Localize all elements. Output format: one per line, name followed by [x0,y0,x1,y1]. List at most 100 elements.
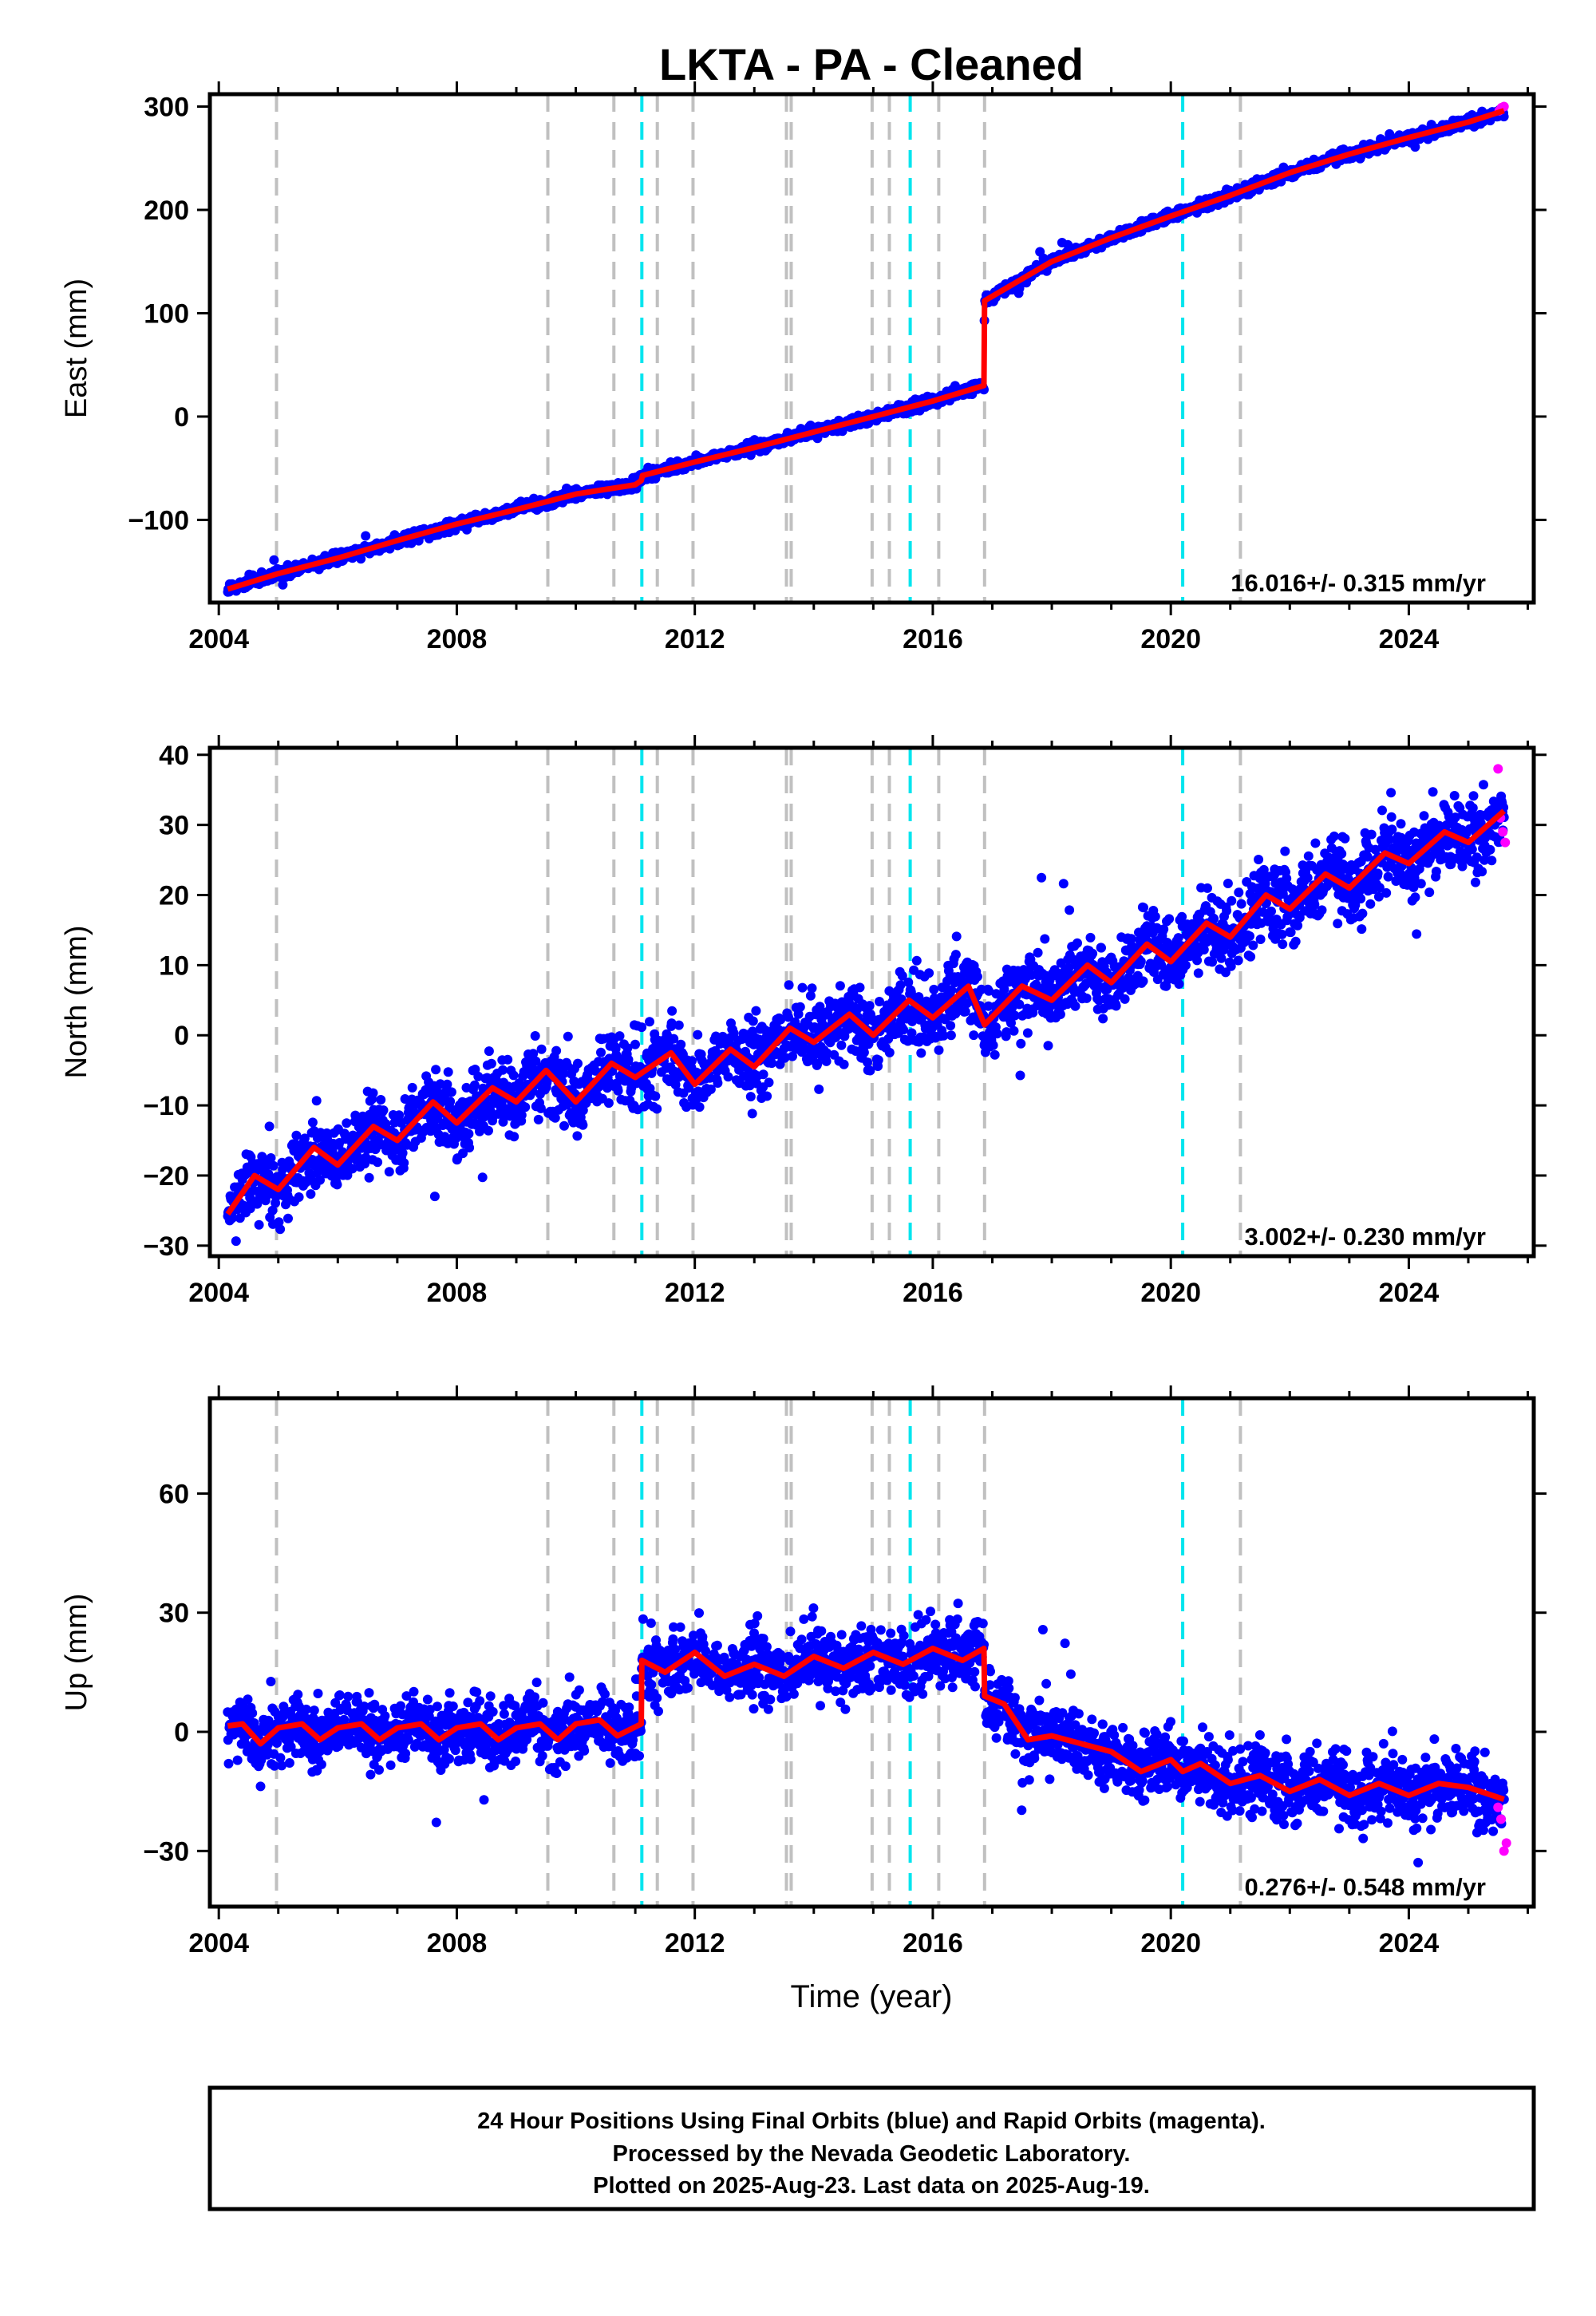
north-data-point [767,1058,777,1069]
north-data-point [1009,1026,1019,1036]
north-data-point [822,1048,832,1058]
north-data-point [275,1224,286,1235]
north-data-point [342,1118,352,1128]
north-data-point [435,1079,445,1089]
east-data-point [361,531,371,541]
north-data-point [1248,940,1258,951]
north-data-point [1098,1014,1108,1024]
north-data-point [528,1049,539,1059]
north-data-point [1180,960,1191,970]
north-data-point [1058,879,1069,889]
north-data-point [283,1213,293,1223]
north-data-point [1015,1070,1025,1081]
north-data-point [836,1040,847,1050]
north-data-point [637,1022,647,1033]
north-data-point [745,1092,756,1102]
north-data-point [960,1006,970,1017]
north-data-point [559,1069,569,1079]
north-data-point [1065,905,1075,915]
north-data-point [1096,943,1106,953]
north-data-point [946,985,957,995]
north-data-point [509,1132,519,1142]
north-data-point [591,1065,601,1076]
north-data-point [705,1084,716,1094]
north-data-point [839,1059,849,1069]
north-data-point [1266,906,1276,916]
north-data-point [400,1094,410,1104]
north-data-point [895,980,906,990]
north-data-point [381,1119,391,1129]
north-data-point [486,1058,496,1069]
north-data-point [1234,887,1244,898]
north-data-point [364,1172,374,1183]
north-data-point [711,1031,721,1041]
north-data-point [1254,855,1264,864]
north-data-point [1344,875,1354,884]
north-data-point [972,971,982,982]
north-data-point [498,1117,508,1127]
north-data-point [855,982,865,993]
north-data-point [903,977,914,987]
north-data-point [1277,929,1287,939]
north-data-point [694,1102,705,1113]
north-data-point [687,1056,697,1066]
north-data-point [1033,947,1043,958]
north-data-point [713,1078,723,1088]
east-plot-area [223,94,1509,603]
north-data-point [667,1006,678,1016]
north-data-point [498,1065,508,1075]
north-data-point [1290,936,1301,947]
north-data-point [821,1056,832,1066]
north-data-point [884,1047,895,1057]
north-data-point [613,1085,623,1096]
north-data-point [373,1157,383,1168]
north-data-point [916,1048,926,1058]
north-data-point [429,1192,440,1202]
north-data-point [1136,956,1146,966]
north-data-point [1303,851,1314,861]
north-data-point [674,1020,684,1030]
north-data-point [951,931,962,942]
north-data-point [863,1057,873,1068]
east-y-tick-label: 300 [144,93,189,123]
north-data-point [650,1091,661,1101]
north-data-point [473,1071,484,1081]
north-data-point [431,1065,441,1075]
north-data-point [446,1087,456,1097]
north-data-point [990,1049,1000,1060]
north-data-point [294,1192,304,1202]
north-data-point [1340,833,1350,844]
north-data-point [614,1031,625,1041]
east-x-tick-label: 2012 [665,624,725,654]
north-data-point [911,955,922,966]
north-data-point [311,1096,322,1106]
north-data-point [464,1143,475,1153]
north-data-point [1120,994,1130,1004]
north-data-point [1126,934,1136,944]
north-data-point [520,1102,531,1113]
north-data-point [231,1236,241,1247]
north-data-point [1001,1027,1012,1037]
east-y-tick-label: 0 [174,402,189,433]
north-data-point [1073,938,1082,948]
north-data-point [1150,911,1160,922]
north-data-point [573,1058,583,1069]
north-data-point [788,1051,797,1061]
north-data-point [747,1109,757,1119]
east-y-tick-label: 100 [144,298,189,329]
north-data-point [1177,911,1187,922]
north-data-point [1111,1001,1121,1011]
north-data-point [751,1006,761,1016]
east-data-point [1410,142,1420,152]
east-x-tick-label: 2024 [1379,624,1440,654]
north-data-point [315,1175,325,1185]
north-data-point [1282,873,1292,883]
north-data-point [669,1034,679,1044]
north-data-point [1164,914,1175,924]
north-data-point [1207,957,1218,967]
north-data-point [899,1025,909,1035]
north-data-point [533,1114,543,1124]
east-x-tick-label: 2016 [903,624,963,654]
north-data-point [299,1133,310,1144]
north-data-point [254,1219,264,1230]
